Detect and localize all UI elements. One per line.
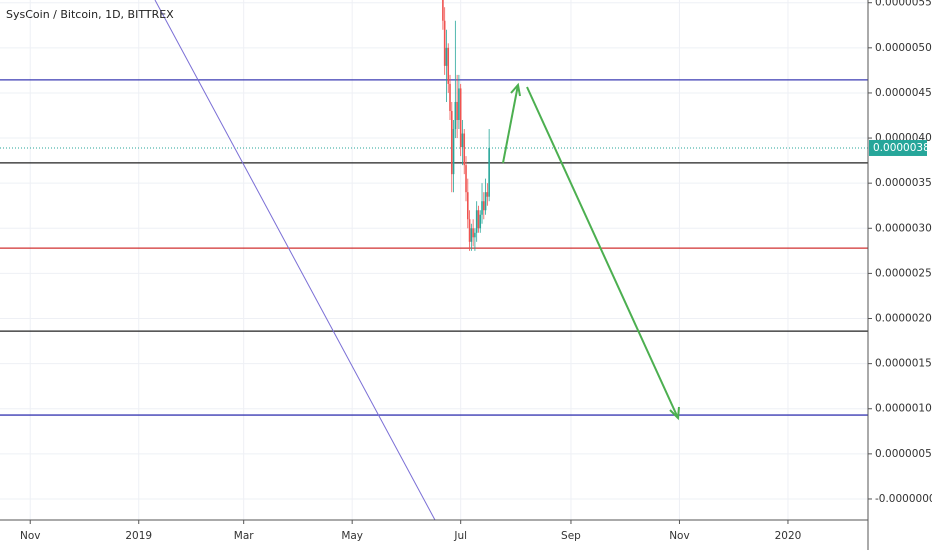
- candle-body: [461, 133, 464, 148]
- x-tick-label: Jul: [453, 530, 467, 542]
- x-tick-label: Mar: [234, 530, 254, 542]
- candle-body: [481, 201, 483, 215]
- candles: [442, 0, 490, 251]
- candle-body: [463, 133, 466, 166]
- y-tick-label: 0.00000050: [875, 448, 932, 460]
- candle-body: [468, 219, 471, 242]
- x-tick-label: 2019: [125, 530, 152, 542]
- last-price-label: 0.00000389: [873, 142, 932, 154]
- x-tick-label: Sep: [561, 530, 581, 542]
- arrow-head: [669, 406, 680, 421]
- candle-body: [474, 232, 476, 238]
- candle-body: [449, 83, 451, 111]
- last-price-box: [869, 139, 927, 156]
- candle-body: [479, 214, 482, 229]
- levels: [0, 79, 868, 416]
- candle-body: [477, 210, 480, 229]
- chart-title: SysCoin / Bitcoin, 1D, BITTREX: [6, 8, 174, 21]
- candle-body: [458, 88, 460, 121]
- grid: [0, 0, 868, 520]
- arrow-head: [510, 82, 521, 97]
- candle-body: [470, 228, 473, 242]
- candle-body: [450, 110, 453, 175]
- candle-body: [454, 101, 457, 130]
- candle-body: [488, 147, 490, 197]
- candle-body: [459, 88, 462, 148]
- candle-body: [484, 192, 487, 211]
- x-tick-label: May: [341, 530, 363, 542]
- trend-line: [154, 0, 436, 521]
- candle-body: [475, 210, 478, 233]
- candle-body: [486, 192, 489, 197]
- candle-body: [452, 129, 455, 175]
- y-tick-label: -0.00000000: [875, 493, 932, 505]
- candle-body: [442, 0, 444, 21]
- candle-body: [465, 165, 467, 193]
- candle-body: [445, 47, 448, 66]
- arrow-up: [502, 84, 519, 164]
- axes: 0.000005500.000005000.000004500.00000400…: [20, 0, 932, 542]
- x-tick-label: 2020: [775, 530, 802, 542]
- x-tick-label: Nov: [669, 530, 690, 542]
- candle-body: [483, 201, 485, 211]
- candle-body: [456, 101, 458, 121]
- candle-body: [466, 192, 469, 220]
- x-tick-label: Nov: [20, 530, 41, 542]
- forecast-arrows: [502, 82, 680, 421]
- candle-body: [447, 47, 450, 84]
- candle-body: [443, 20, 446, 66]
- candle-body: [472, 228, 474, 238]
- arrow-down: [526, 86, 679, 419]
